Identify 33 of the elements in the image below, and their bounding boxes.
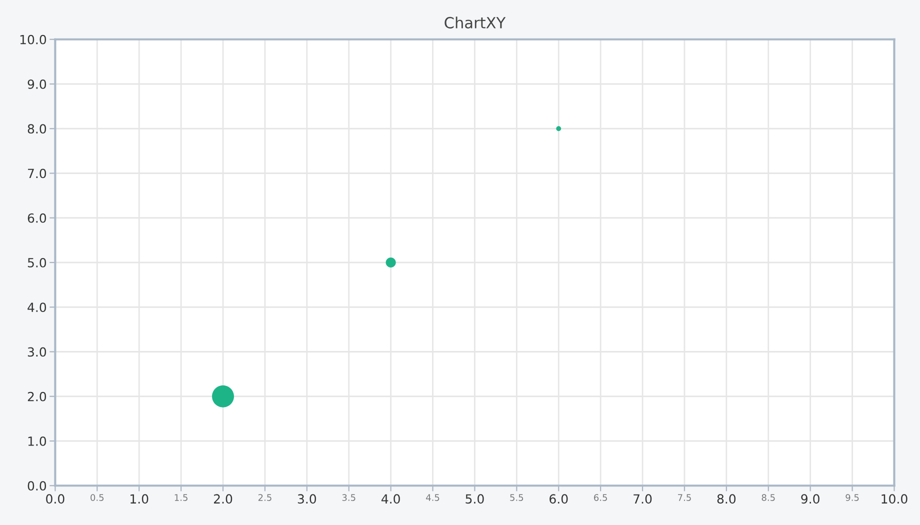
y-tick-label: 10.0: [20, 34, 46, 44]
x-tick-label: 3.5: [342, 494, 356, 501]
y-tick-label: 0.0: [28, 481, 46, 491]
x-tick-label: 10.0: [882, 494, 908, 504]
y-tick-label: 3.0: [28, 347, 46, 357]
x-tick-label: 1.5: [174, 494, 188, 501]
y-tick-label: 6.0: [28, 213, 46, 223]
x-tick-label: 8.5: [762, 494, 775, 501]
x-tick-label: 4.0: [381, 494, 400, 504]
y-tick-label: 8.0: [28, 124, 46, 134]
x-tick-label: 0.0: [46, 494, 64, 504]
x-tick-label: 6.0: [550, 494, 568, 504]
x-tick-label: 8.0: [717, 494, 736, 504]
x-tick-label: 4.5: [426, 494, 440, 501]
y-tick-label: 2.0: [28, 392, 46, 402]
y-tick-label: 5.0: [28, 258, 46, 268]
chart-title: ChartXY: [444, 16, 506, 28]
x-tick-label: 9.0: [801, 494, 820, 504]
y-tick-label: 7.0: [28, 168, 46, 178]
x-tick-label: 2.5: [258, 494, 272, 501]
x-tick-label: 2.0: [214, 494, 232, 504]
x-tick-label: 7.0: [634, 494, 652, 504]
x-tick-label: 5.5: [510, 494, 524, 501]
x-tick-label: 5.0: [466, 494, 484, 504]
y-tick-label: 9.0: [28, 79, 46, 89]
x-tick-label: 3.0: [298, 494, 316, 504]
y-tick-label: 4.0: [28, 302, 46, 312]
x-tick-label: 0.5: [90, 494, 104, 501]
x-tick-label: 6.5: [594, 494, 607, 501]
x-tick-label: 1.0: [130, 494, 148, 504]
x-tick-label: 7.5: [678, 494, 691, 501]
x-tick-label: 9.5: [846, 494, 859, 501]
y-tick-label: 1.0: [28, 436, 46, 446]
